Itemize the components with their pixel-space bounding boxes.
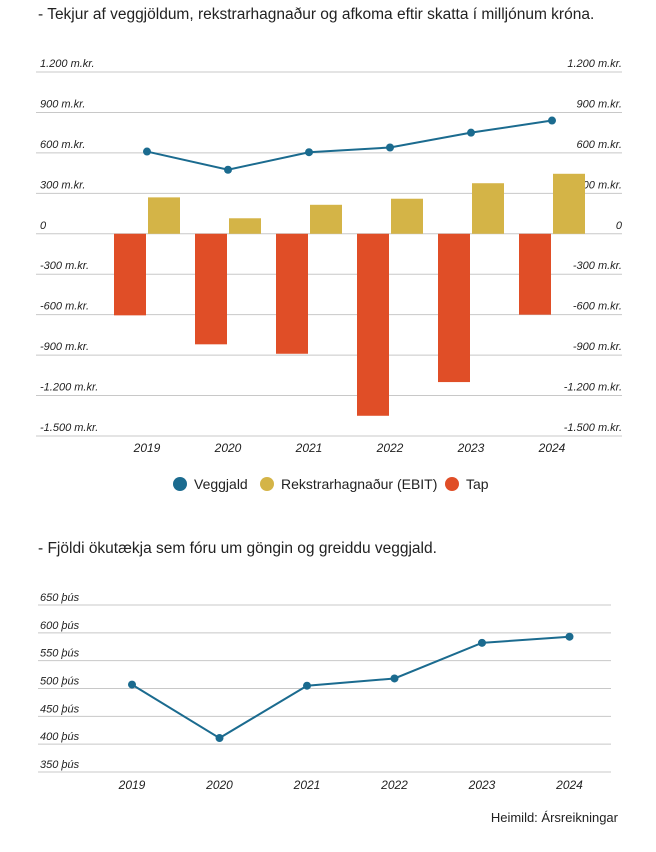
- bar-ebit: [553, 173, 585, 234]
- point-vehicles: [128, 680, 136, 689]
- y-tick-label: 600 þús: [40, 620, 80, 632]
- chart-1-title: - Tekjur af veggjöldum, rekstrarhagnaður…: [38, 6, 595, 23]
- bar-tap: [276, 233, 308, 354]
- y-tick-label: 400 þús: [40, 731, 80, 743]
- y-tick-label-right: 1.200 m.kr.: [567, 58, 622, 70]
- x-tick-label: 2022: [376, 441, 404, 455]
- point-vehicles: [303, 681, 311, 690]
- point-vehicles: [565, 632, 574, 641]
- y-tick-label-left: -900 m.kr.: [40, 341, 89, 353]
- bar-ebit: [229, 218, 261, 234]
- line-veggjald: [146, 119, 553, 171]
- point-veggjald: [143, 147, 151, 156]
- bar-ebit: [472, 183, 504, 234]
- x-tick-label: 2021: [295, 441, 323, 455]
- x-tick-label: 2019: [133, 441, 161, 455]
- bar-ebit: [391, 198, 423, 234]
- x-tick-label: 2023: [457, 441, 485, 455]
- y-tick-label-left: 900 m.kr.: [40, 98, 85, 110]
- y-tick-label-right: -1.200 m.kr.: [564, 382, 622, 394]
- y-tick-label-left: -600 m.kr.: [40, 301, 89, 313]
- y-tick-label: 450 þús: [40, 703, 80, 715]
- bar-tap: [195, 233, 227, 345]
- point-vehicles: [390, 674, 399, 683]
- x-tick-label: 2020: [205, 778, 233, 792]
- y-tick-label-right: 900 m.kr.: [577, 98, 622, 110]
- y-tick-label-right: 300 m.kr.: [577, 179, 622, 191]
- y-tick-label-right: -1.500 m.kr.: [564, 422, 622, 434]
- x-tick-label: 2022: [380, 778, 408, 792]
- y-tick-label: 500 þús: [40, 676, 80, 688]
- bar-tap: [519, 233, 551, 315]
- y-tick-label-left: 300 m.kr.: [40, 179, 85, 191]
- x-tick-label: 2024: [555, 778, 583, 792]
- y-tick-label-right: -600 m.kr.: [573, 301, 622, 313]
- y-tick-label-left: 600 m.kr.: [40, 139, 85, 151]
- bar-tap: [438, 233, 470, 383]
- x-tick-label: 2020: [214, 441, 242, 455]
- legend-label: Veggjald: [194, 476, 248, 492]
- bar-ebit: [310, 204, 342, 234]
- y-tick-label-right: 600 m.kr.: [577, 139, 622, 151]
- point-veggjald: [548, 116, 556, 125]
- legend-marker: [173, 477, 187, 491]
- y-tick-label-right: -900 m.kr.: [573, 341, 622, 353]
- y-tick-label: 350 þús: [40, 759, 80, 771]
- x-tick-label: 2024: [538, 441, 566, 455]
- source-note: Heimild: Ársreikningar: [490, 810, 618, 825]
- y-tick-label-left: 1.200 m.kr.: [40, 58, 95, 70]
- point-veggjald: [224, 165, 232, 174]
- y-tick-label: 650 þús: [40, 592, 80, 604]
- point-veggjald: [386, 143, 394, 152]
- y-tick-label-right: 0: [616, 220, 623, 232]
- bar-tap: [357, 233, 389, 416]
- bar-ebit: [148, 197, 180, 234]
- y-tick-label-left: 0: [40, 220, 47, 232]
- bar-tap: [114, 233, 146, 316]
- x-tick-label: 2021: [293, 778, 321, 792]
- y-tick-label-left: -300 m.kr.: [40, 260, 89, 272]
- y-tick-label-right: -300 m.kr.: [573, 260, 622, 272]
- y-tick-label-left: -1.200 m.kr.: [40, 382, 98, 394]
- point-veggjald: [467, 128, 475, 137]
- x-tick-label: 2023: [468, 778, 496, 792]
- x-tick-label: 2019: [118, 778, 146, 792]
- point-vehicles: [215, 734, 224, 743]
- legend-label: Rekstrarhagnaður (EBIT): [281, 476, 437, 492]
- legend-marker: [260, 477, 274, 491]
- legend-marker: [445, 477, 459, 491]
- y-tick-label: 550 þús: [40, 648, 80, 660]
- line-vehicles: [131, 635, 570, 740]
- point-vehicles: [478, 638, 486, 647]
- chart-2-title: - Fjöldi ökutækja sem fóru um göngin og …: [38, 540, 437, 557]
- legend-label: Tap: [466, 476, 489, 492]
- point-veggjald: [305, 148, 313, 157]
- y-tick-label-left: -1.500 m.kr.: [40, 422, 98, 434]
